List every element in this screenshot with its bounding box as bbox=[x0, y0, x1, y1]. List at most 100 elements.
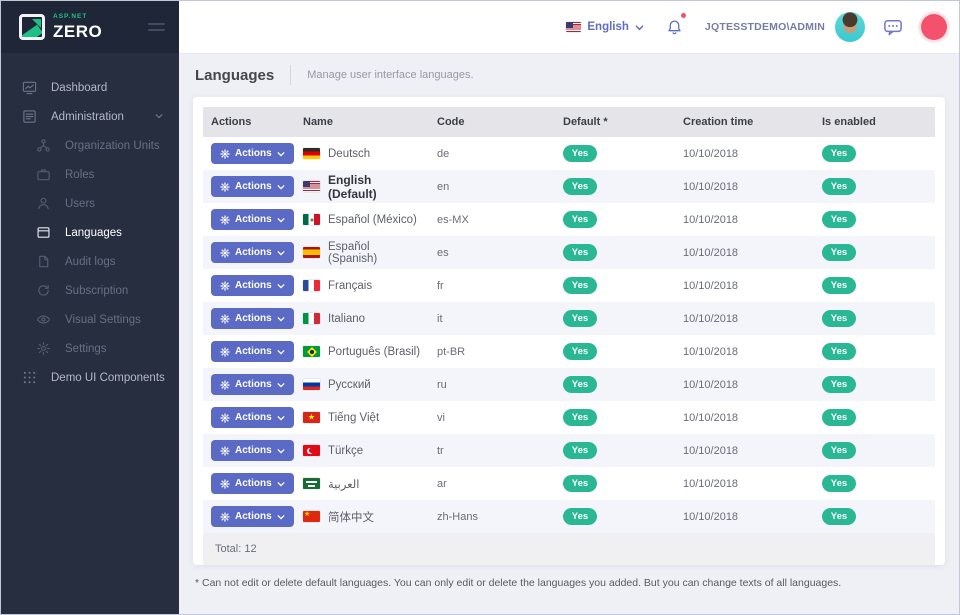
column-header: Actions bbox=[203, 107, 295, 137]
gear-icon bbox=[220, 181, 230, 192]
language-code: es bbox=[437, 246, 449, 259]
actions-button[interactable]: Actions bbox=[211, 242, 294, 263]
actions-button[interactable]: Actions bbox=[211, 341, 294, 362]
table-row: Actions English (Default) en Yes 10/10/2018 Y… bbox=[203, 170, 935, 203]
actions-button-label: Actions bbox=[235, 214, 272, 225]
chevron-down-icon bbox=[277, 216, 285, 224]
default-badge: Yes bbox=[563, 376, 597, 393]
actions-button[interactable]: Actions bbox=[211, 143, 294, 164]
vn-flag-icon bbox=[303, 412, 320, 423]
actions-button[interactable]: Actions bbox=[211, 176, 294, 197]
chevron-down-icon bbox=[277, 381, 285, 389]
notifications-button[interactable] bbox=[662, 12, 687, 38]
gear-icon bbox=[220, 346, 230, 357]
actions-button[interactable]: Actions bbox=[211, 440, 294, 461]
language-code: it bbox=[437, 312, 443, 325]
language-code: ru bbox=[437, 378, 447, 391]
actions-button[interactable]: Actions bbox=[211, 209, 294, 230]
demo-ui-components-icon bbox=[21, 369, 38, 386]
sidebar-item-audit-logs[interactable]: Audit logs bbox=[1, 247, 179, 276]
user-menu[interactable]: JQTESSTDEMO\ADMIN bbox=[705, 12, 865, 42]
brand-logo-icon bbox=[19, 14, 45, 40]
sidebar-item-administration[interactable]: Administration bbox=[1, 102, 179, 131]
actions-button-label: Actions bbox=[235, 478, 272, 489]
language-code: en bbox=[437, 180, 450, 193]
actions-button-label: Actions bbox=[235, 511, 272, 522]
enabled-badge: Yes bbox=[822, 178, 856, 195]
column-header: Creation time bbox=[675, 107, 814, 137]
table-row: Actions Türkçe tr Yes 10/10/2018 Yes bbox=[203, 434, 935, 467]
enabled-badge: Yes bbox=[822, 409, 856, 426]
visual-settings-icon bbox=[35, 311, 52, 328]
sidebar-item-users[interactable]: Users bbox=[1, 189, 179, 218]
actions-button[interactable]: Actions bbox=[211, 473, 294, 494]
header-divider bbox=[290, 65, 292, 85]
language-code: vi bbox=[437, 411, 445, 424]
dashboard-icon bbox=[21, 79, 38, 96]
chevron-down-icon bbox=[277, 315, 285, 323]
sidebar-item-visual-settings[interactable]: Visual Settings bbox=[1, 305, 179, 334]
sidebar: ASP.NET ZERO Dashboard Administration Orga… bbox=[1, 1, 179, 614]
gear-icon bbox=[220, 148, 230, 159]
creation-time: 10/10/2018 bbox=[683, 213, 739, 226]
actions-button-label: Actions bbox=[235, 280, 272, 291]
column-header: Default * bbox=[555, 107, 675, 137]
gear-icon bbox=[220, 379, 230, 390]
chevron-down-icon bbox=[155, 111, 163, 123]
languages-icon bbox=[35, 224, 52, 241]
table-row: Actions Deutsch de Yes 10/10/2018 Yes bbox=[203, 137, 935, 170]
table-row: Actions Tiếng Việt vi Yes 10/10/2018 Yes bbox=[203, 401, 935, 434]
table-row: Actions 简体中文 zh-Hans Yes 10/10/2018 Yes bbox=[203, 500, 935, 533]
actions-button[interactable]: Actions bbox=[211, 506, 294, 527]
sidebar-item-demo-ui-components[interactable]: Demo UI Components bbox=[1, 363, 179, 392]
sidebar-item-roles[interactable]: Roles bbox=[1, 160, 179, 189]
enabled-badge: Yes bbox=[822, 475, 856, 492]
enabled-badge: Yes bbox=[822, 343, 856, 360]
table-row: Actions العربية ar Yes 10/10/2018 Yes bbox=[203, 467, 935, 500]
table-row: Actions Español (México) es-MX Yes 10/10/201… bbox=[203, 203, 935, 236]
sidebar-item-label: Demo UI Components bbox=[51, 371, 165, 384]
brand-bottom-label: ZERO bbox=[53, 21, 103, 41]
table-row: Actions Русский ru Yes 10/10/2018 Yes bbox=[203, 368, 935, 401]
subscription-icon bbox=[35, 282, 52, 299]
sidebar-item-label: Subscription bbox=[65, 284, 129, 297]
chat-button[interactable] bbox=[883, 17, 903, 37]
enabled-badge: Yes bbox=[822, 244, 856, 261]
chevron-down-icon bbox=[277, 150, 285, 158]
language-selector[interactable]: English bbox=[566, 21, 644, 33]
actions-button[interactable]: Actions bbox=[211, 374, 294, 395]
chevron-down-icon bbox=[277, 282, 285, 290]
actions-button[interactable]: Actions bbox=[211, 275, 294, 296]
default-badge: Yes bbox=[563, 211, 597, 228]
chevron-down-icon bbox=[635, 24, 644, 30]
column-header: Code bbox=[429, 107, 555, 137]
us-flag-icon bbox=[566, 22, 582, 32]
mx-flag-icon bbox=[303, 214, 320, 225]
sidebar-item-settings[interactable]: Settings bbox=[1, 334, 179, 363]
actions-button[interactable]: Actions bbox=[211, 407, 294, 428]
ru-flag-icon bbox=[303, 379, 320, 390]
language-name: Deutsch bbox=[328, 147, 371, 160]
actions-button-label: Actions bbox=[235, 148, 272, 159]
table-body: Actions Deutsch de Yes 10/10/2018 Yes Actions E… bbox=[203, 137, 935, 533]
sidebar-item-label: Roles bbox=[65, 168, 95, 181]
default-badge: Yes bbox=[563, 145, 597, 162]
creation-time: 10/10/2018 bbox=[683, 477, 739, 490]
default-badge: Yes bbox=[563, 178, 597, 195]
actions-button[interactable]: Actions bbox=[211, 308, 294, 329]
sidebar-item-languages[interactable]: Languages bbox=[1, 218, 179, 247]
table-row: Actions Italiano it Yes 10/10/2018 Yes bbox=[203, 302, 935, 335]
chevron-down-icon bbox=[277, 183, 285, 191]
sidebar-item-subscription[interactable]: Subscription bbox=[1, 276, 179, 305]
sidebar-item-organization-units[interactable]: Organization Units bbox=[1, 131, 179, 160]
username-label: JQTESSTDEMO\ADMIN bbox=[704, 21, 825, 33]
creation-time: 10/10/2018 bbox=[683, 510, 739, 523]
quick-sidebar-toggle[interactable] bbox=[921, 14, 947, 40]
actions-button-label: Actions bbox=[235, 445, 272, 456]
enabled-badge: Yes bbox=[822, 442, 856, 459]
sidebar-item-label: Organization Units bbox=[65, 139, 160, 152]
sidebar-item-label: Users bbox=[65, 197, 96, 210]
sidebar-item-dashboard[interactable]: Dashboard bbox=[1, 73, 179, 102]
sidebar-toggle-icon[interactable] bbox=[148, 19, 165, 35]
